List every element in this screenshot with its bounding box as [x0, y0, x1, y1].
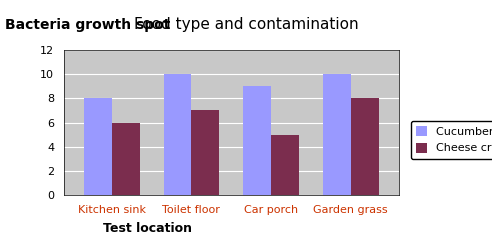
- Bar: [323, 74, 351, 195]
- Text: Bacteria growth spot: Bacteria growth spot: [5, 18, 170, 32]
- Bar: [243, 86, 271, 195]
- Bar: [191, 110, 219, 195]
- Bar: [84, 98, 112, 195]
- Legend: Cucumber slice, Cheese cracker: Cucumber slice, Cheese cracker: [411, 121, 492, 159]
- Bar: [112, 122, 140, 195]
- Bar: [163, 74, 191, 195]
- Text: Food type and contamination: Food type and contamination: [134, 18, 358, 32]
- Text: Test location: Test location: [103, 222, 192, 235]
- Bar: [271, 134, 299, 195]
- Bar: [351, 98, 379, 195]
